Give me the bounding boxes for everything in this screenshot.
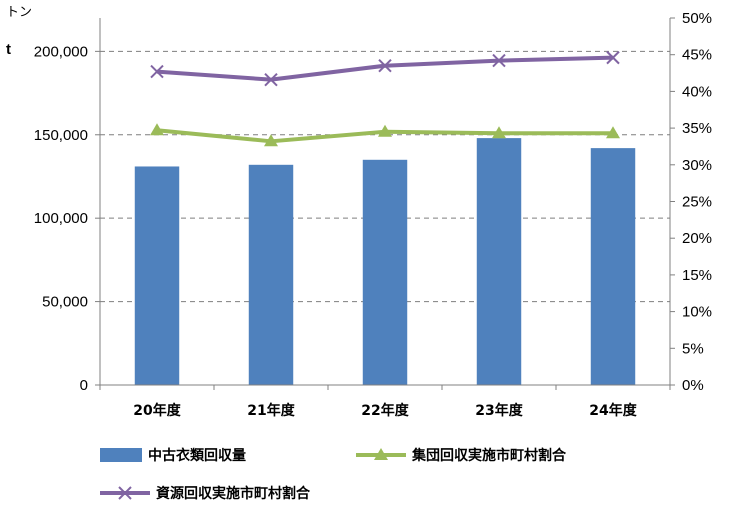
marker-x	[378, 59, 392, 73]
y2-tick-label: 20%	[682, 230, 712, 247]
bar	[134, 166, 180, 385]
y-tick-label: 150,000	[34, 127, 88, 144]
y2-tick-label: 10%	[682, 304, 712, 321]
bar	[248, 164, 294, 385]
y-tick-label: 50,000	[42, 294, 88, 311]
marker-x	[264, 72, 278, 87]
y2-tick-label: 45%	[682, 47, 712, 64]
y-tick-label: 200,000	[34, 43, 88, 60]
y2-tick-label: 35%	[682, 120, 712, 137]
legend-swatch-bar	[100, 448, 142, 462]
y-axis-right-ticks: 0% 5% 10% 15% 20% 25% 30% 35% 40% 45% 50%	[682, 10, 712, 394]
y-tick-label: 100,000	[34, 210, 88, 227]
y2-tick-label: 5%	[682, 340, 704, 357]
marker-triangle	[264, 134, 278, 147]
marker-triangle	[606, 126, 620, 139]
marker-x	[606, 50, 620, 65]
y2-tick-label: 30%	[682, 157, 712, 174]
y-tick-label: 0	[80, 377, 88, 394]
y2-tick-label: 50%	[682, 10, 712, 27]
y-axis-unit-symbol: t	[6, 41, 11, 58]
y2-tick-label: 25%	[682, 194, 712, 211]
marker-x	[118, 486, 132, 500]
bar-series	[134, 138, 636, 385]
legend-label: 集団回収実施市町村割合	[411, 447, 567, 464]
bar	[362, 159, 408, 385]
x-axis-ticks: 20年度 21年度 22年度 23年度 24年度	[133, 402, 637, 419]
marker-triangle	[150, 123, 164, 136]
y2-tick-label: 40%	[682, 83, 712, 100]
marker-x	[492, 53, 506, 68]
x-tick-label: 21年度	[247, 402, 295, 419]
bar	[476, 138, 522, 385]
marker-x	[150, 64, 164, 79]
legend-label: 資源回収実施市町村割合	[156, 485, 311, 502]
series-line	[156, 55, 614, 82]
marker-triangle	[378, 124, 392, 137]
legend-label: 中古衣類回収量	[148, 447, 246, 464]
y2-tick-label: 0%	[682, 377, 704, 394]
x-tick-label: 22年度	[361, 402, 409, 419]
x-tick-label: 20年度	[133, 402, 181, 419]
marker-triangle	[374, 448, 388, 460]
y2-tick-label: 15%	[682, 267, 712, 284]
axes	[95, 17, 675, 390]
marker-triangle	[492, 126, 506, 139]
y-axis-unit-label: トン	[6, 5, 32, 20]
x-tick-label: 23年度	[475, 402, 523, 419]
y-axis-left-ticks: 0 50,000 100,000 150,000 200,000	[34, 43, 88, 394]
bar	[590, 148, 636, 385]
x-tick-label: 24年度	[589, 402, 637, 419]
line-series	[150, 50, 620, 147]
